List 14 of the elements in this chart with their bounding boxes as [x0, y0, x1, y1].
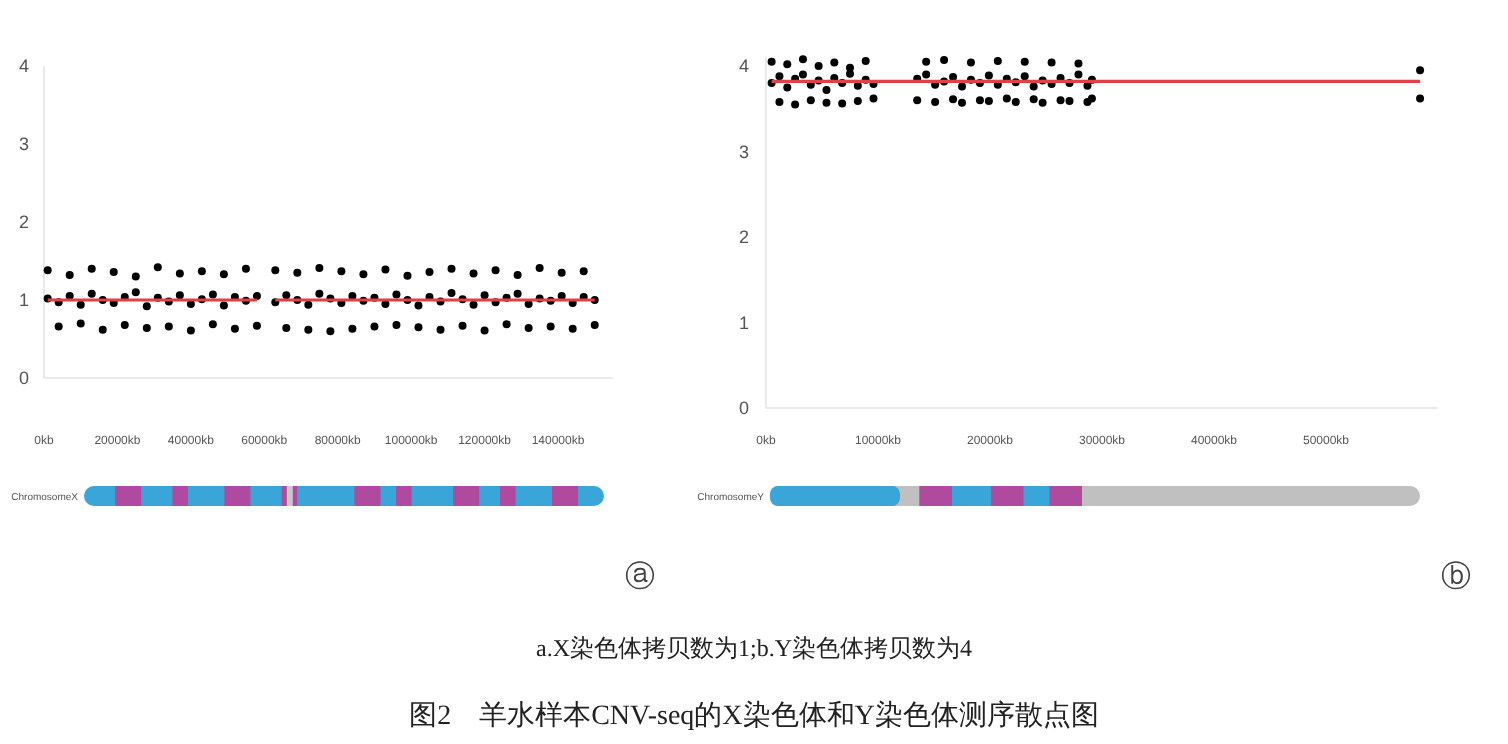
text: 图2 羊水样本CNV-seq的X染色体和Y染色体测序散点图	[409, 700, 1099, 732]
y-tick-label: 0	[738, 398, 750, 418]
text: a.X染色体拷贝数为1;b.Y染色体拷贝数为4	[536, 634, 972, 662]
y-tick-label: 2	[738, 227, 750, 247]
y-tick-label: 1	[18, 290, 30, 310]
y-tick-label: 3	[18, 134, 30, 154]
y-tick-label: 4	[738, 56, 750, 76]
text: ⓐ	[625, 560, 655, 594]
y-tick-label: 0	[18, 368, 30, 388]
y-tick-label: 4	[18, 56, 30, 76]
y-tick-label: 3	[738, 141, 750, 162]
y-tick-label: 2	[18, 212, 30, 232]
y-tick-label: 1	[738, 312, 750, 333]
text: ⓑ	[1441, 560, 1471, 594]
